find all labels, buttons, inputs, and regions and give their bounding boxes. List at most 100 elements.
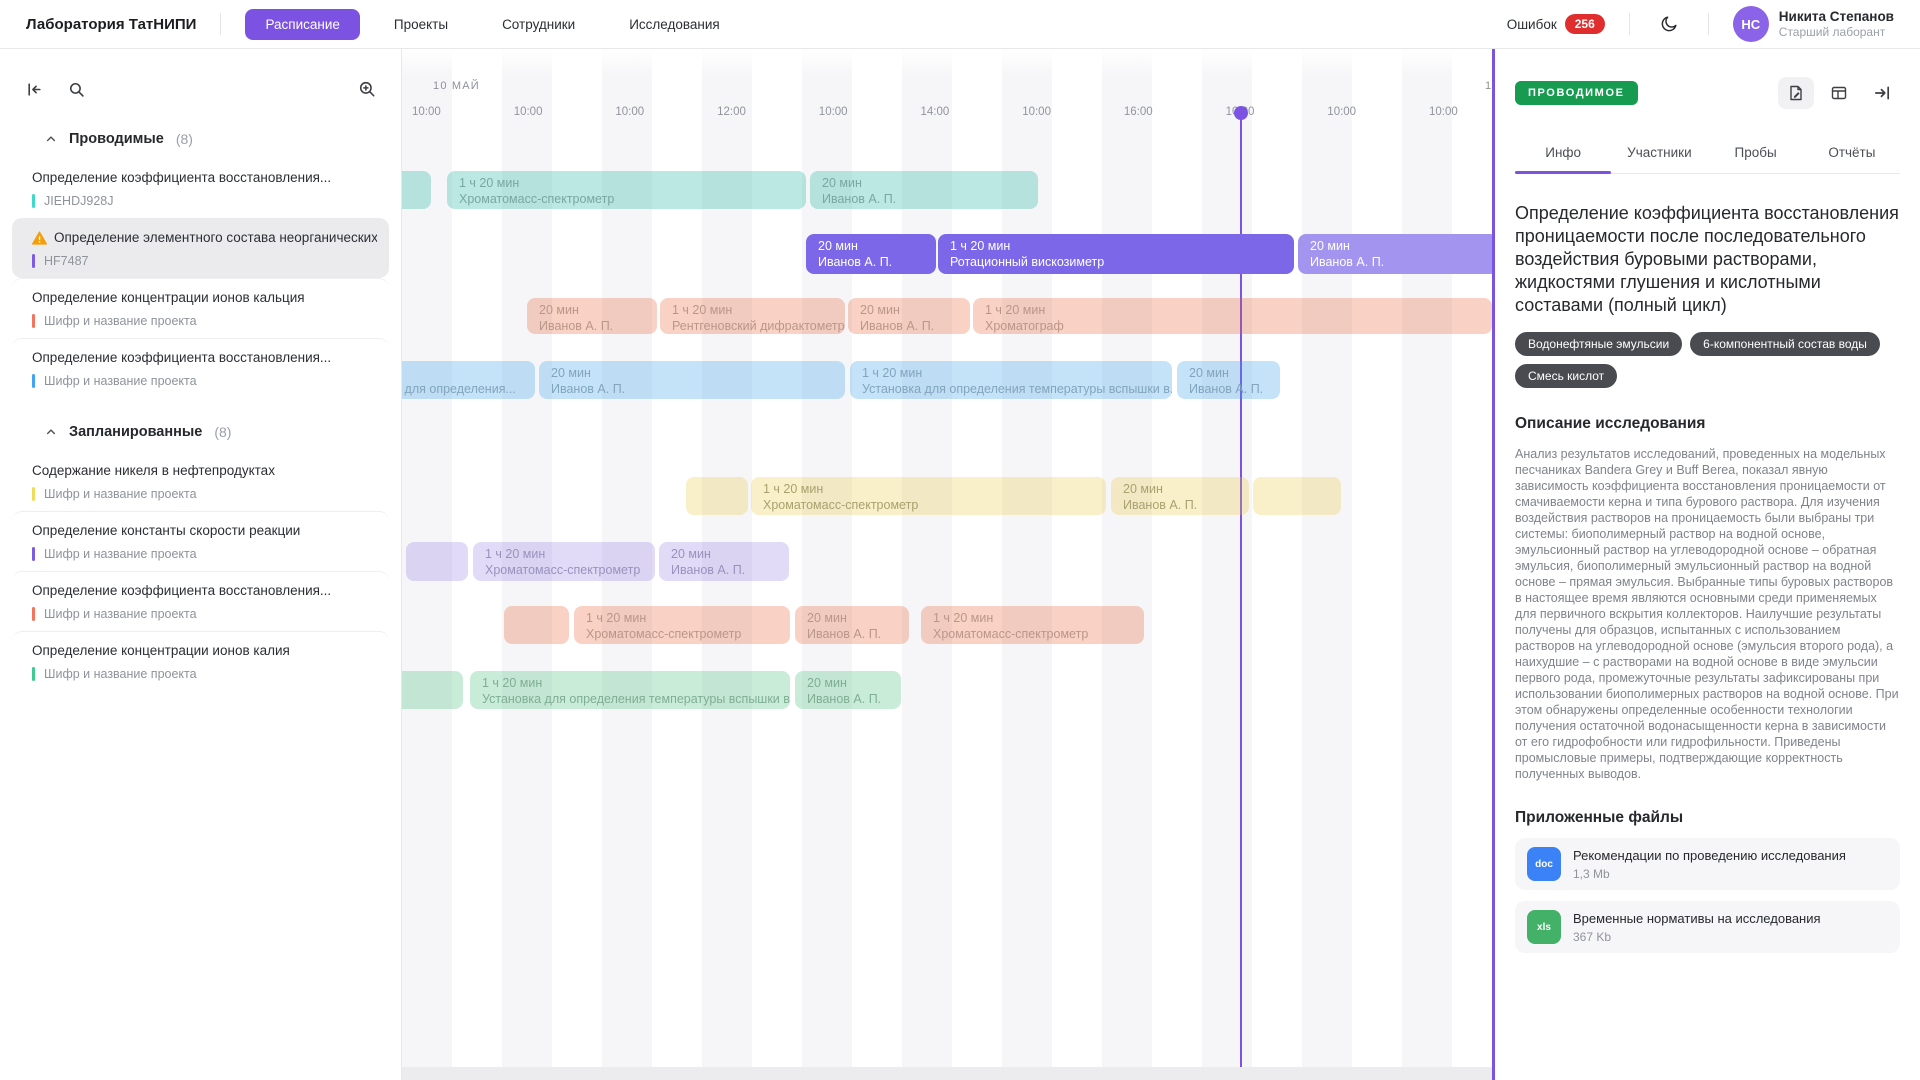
errors-link[interactable]: Ошибок 256	[1507, 14, 1605, 34]
gantt-bar-fragment[interactable]	[686, 477, 748, 515]
gantt-bar[interactable]: 1 ч 20 мин Хроматомасс-спектрометр	[751, 477, 1106, 515]
nav-projects[interactable]: Проекты	[393, 16, 449, 32]
collapse-panel-button[interactable]	[1864, 77, 1900, 109]
gantt-bar[interactable]: 1 ч 20 мин Установка для определения темп…	[470, 671, 790, 709]
table-view-button[interactable]	[1821, 77, 1857, 109]
research-list-item[interactable]: Определение константы скорости реакции Ши…	[12, 511, 389, 571]
research-item-title: Определение концентрации ионов кальция	[32, 290, 305, 305]
gantt-bar-fragment[interactable]	[406, 542, 468, 581]
horizontal-scrollbar[interactable]	[402, 1067, 1492, 1080]
gantt-bar[interactable]: 20 мин Иванов А. П.	[806, 234, 936, 274]
section-count: (8)	[214, 424, 232, 440]
research-list-item[interactable]: Определение коэффициента восстановления.…	[12, 338, 389, 398]
gantt-bar-fragment[interactable]	[402, 671, 463, 709]
section-header[interactable]: Запланированные (8)	[0, 420, 401, 444]
user-name: Никита Степанов	[1778, 8, 1894, 24]
bar-duration: 20 мин	[1123, 482, 1163, 496]
bar-resource: Иванов А. П.	[1123, 498, 1198, 512]
tab-инфо[interactable]: Инфо	[1515, 135, 1612, 174]
time-tick-label: 10:00	[1327, 106, 1357, 118]
project-color-bar	[32, 194, 35, 208]
bar-resource: Иванов А. П.	[807, 627, 882, 641]
time-tick-label: 14:00	[920, 106, 950, 118]
nav-research[interactable]: Исследования	[629, 16, 720, 32]
project-color-bar	[32, 487, 35, 501]
research-item-code: Шифр и название проекта	[32, 547, 377, 561]
bar-duration: 1 ч 20 мин	[672, 303, 733, 317]
nav-schedule[interactable]: Расписание	[245, 8, 360, 40]
user-menu[interactable]: НС Никита Степанов Старший лаборант	[1732, 6, 1894, 42]
bar-duration: 1 ч 20 мин	[933, 611, 994, 625]
section-title: Запланированные	[69, 424, 203, 440]
gantt-bar[interactable]: 20 мин Иванов А. П.	[539, 361, 845, 399]
search-icon	[69, 82, 84, 97]
research-tag: Водонефтяные эмульсии	[1515, 332, 1683, 356]
gantt-bar[interactable]: 1 ч 20 мин Хроматомасс-спектрометр	[447, 171, 806, 209]
attached-file-card[interactable]: doc Рекомендации по проведению исследован…	[1515, 838, 1900, 890]
research-item-code: Шифр и название проекта	[32, 667, 377, 681]
tab-участники[interactable]: Участники	[1627, 145, 1692, 160]
gantt-bar[interactable]: 20 мин Иванов А. П.	[527, 298, 657, 334]
gantt-bar[interactable]: 20 мин Иванов А. П.	[1298, 234, 1492, 274]
collapse-sidebar-button[interactable]	[24, 79, 44, 99]
research-tag: 6-компонентный состав воды	[1690, 332, 1880, 356]
nav-staff[interactable]: Сотрудники	[502, 16, 576, 32]
gantt-next-date: 11 МАЙ	[1485, 80, 1492, 92]
research-item-title: Определение коэффициента восстановления.…	[32, 170, 332, 185]
bar-duration: 20 мин	[860, 303, 900, 317]
errors-count-badge: 256	[1564, 14, 1605, 34]
bar-duration: 20 мин	[1189, 366, 1229, 380]
bar-duration: 1 ч 20 мин	[459, 176, 520, 190]
gantt-bar[interactable]: 1 ч 20 мин Установка для определения темп…	[850, 361, 1172, 399]
gantt-bar[interactable]: 20 мин Иванов А. П.	[848, 298, 970, 334]
gantt-bar[interactable]: 1 ч 20 мин Хроматомасс-спектрометр	[473, 542, 655, 581]
avatar: НС	[1732, 6, 1769, 42]
gantt-bar[interactable]: 20 мин Иванов А. П.	[1177, 361, 1280, 399]
bar-resource: Ротационный вискозиметр	[950, 255, 1105, 269]
research-list-item[interactable]: Содержание никеля в нефтепродуктах Шифр и…	[12, 452, 389, 511]
bar-duration: 1 ч 20 мин	[586, 611, 647, 625]
gantt-bar[interactable]: 20 мин Иванов А. П.	[795, 606, 909, 644]
gantt-bar[interactable]: 20 мин Иванов А. П.	[810, 171, 1038, 209]
time-tick-label: 12:00	[717, 106, 746, 118]
gantt-bar[interactable]: 1 ч 20 мин Ротационный вискозиметр	[938, 234, 1294, 274]
divider	[1707, 13, 1709, 35]
bar-resource: Хроматомасс-спектрометр	[763, 498, 919, 512]
gantt-bar[interactable]: 20 мин Иванов А. П.	[1111, 477, 1249, 515]
gantt-bar[interactable]: 20 мин Иванов А. П.	[659, 542, 789, 581]
bar-resource: Установка для определения температуры вс…	[862, 382, 1172, 396]
attached-file-card[interactable]: xls Временные нормативы на исследования 36…	[1515, 901, 1900, 953]
top-fade	[402, 49, 1492, 77]
collapse-left-icon	[27, 82, 41, 96]
dark-mode-toggle[interactable]	[1654, 9, 1684, 39]
gantt-bar[interactable]: 1 ч 20 мин Хроматомасс-спектрометр	[921, 606, 1144, 644]
tab-пробы[interactable]: Пробы	[1734, 145, 1777, 160]
time-tick-label: 10:00	[1429, 106, 1458, 118]
search-button[interactable]	[66, 79, 86, 99]
bar-resource: Иванов А. П.	[860, 319, 935, 333]
chevron-up-icon	[46, 136, 56, 142]
gantt-bar-fragment[interactable]	[504, 606, 569, 644]
research-list-item[interactable]: Определение концентрации ионов калия Шифр…	[12, 631, 389, 691]
research-item-title: Определение коэффициента восстановления.…	[32, 350, 332, 365]
gantt-bar[interactable]: 1 ч 20 мин Хроматограф	[973, 298, 1492, 334]
zoom-in-button[interactable]	[357, 79, 377, 99]
project-color-bar	[32, 607, 35, 621]
gantt-bar-fragment[interactable]	[1253, 477, 1341, 515]
gantt-bar[interactable]: 20 мин Иванов А. П.	[795, 671, 901, 709]
gantt-bar-fragment[interactable]	[402, 171, 431, 209]
research-item-title: Определение концентрации ионов калия	[32, 643, 290, 658]
section-header[interactable]: Проводимые (8)	[0, 127, 401, 151]
bar-duration: 20 мин	[539, 303, 579, 317]
gantt-bar[interactable]: 1 ч 20 мин Рентгеновский дифрактометр	[660, 298, 845, 334]
research-list: Определение коэффициента восстановления.…	[0, 159, 401, 398]
gantt-bar[interactable]: 1 ч 20 мин Хроматомасс-спектрометр	[574, 606, 790, 644]
tab-отчёты[interactable]: Отчёты	[1828, 145, 1876, 160]
research-list-item[interactable]: Определение концентрации ионов кальция Ши…	[12, 278, 389, 338]
current-time-dot[interactable]	[1234, 106, 1248, 120]
edit-document-button[interactable]	[1778, 77, 1814, 109]
research-list-item[interactable]: Определение элементного состава неоргани…	[12, 218, 389, 278]
research-list-item[interactable]: Определение коэффициента восстановления.…	[12, 571, 389, 631]
research-list-item[interactable]: Определение коэффициента восстановления.…	[12, 159, 389, 218]
